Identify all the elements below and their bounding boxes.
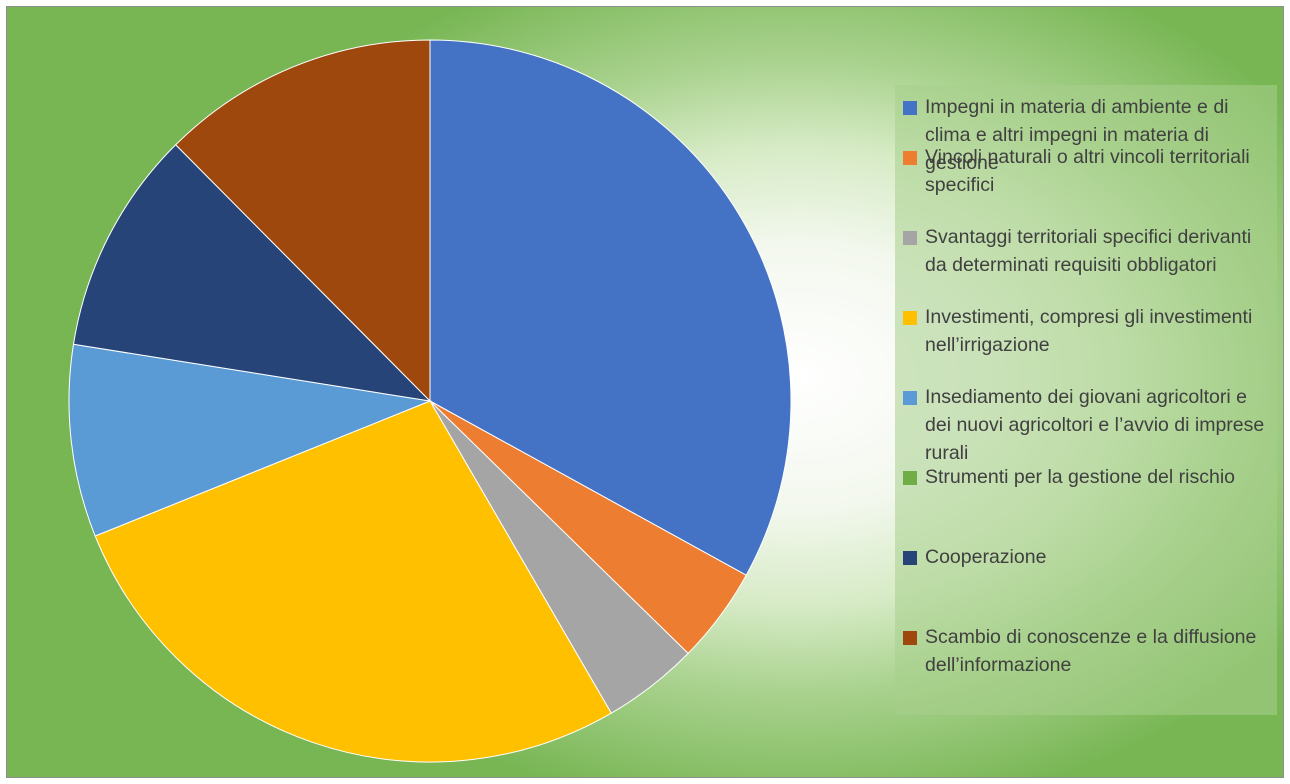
pie-chart	[68, 39, 792, 763]
legend-swatch	[903, 311, 917, 325]
pie-slice	[429, 39, 792, 576]
legend-item: Investimenti, compresi gli investimenti …	[903, 303, 1273, 359]
legend-item: Svantaggi territoriali specifici derivan…	[903, 223, 1273, 279]
legend-swatch	[903, 551, 917, 565]
legend-swatch	[903, 231, 917, 245]
pie-slice	[72, 144, 432, 402]
legend-label: Cooperazione	[925, 546, 1047, 568]
legend-item: Scambio di conoscenze e la diffusione de…	[903, 623, 1273, 679]
pie-slice	[94, 400, 612, 763]
legend-swatch	[903, 471, 917, 485]
legend-label: Strumenti per la gestione del rischio	[925, 466, 1235, 488]
legend-label: Vincoli naturali o altri vincoli territo…	[925, 146, 1250, 196]
legend-item: Impegni in materia di ambiente e di clim…	[903, 93, 1273, 177]
pie-slice	[68, 343, 432, 537]
legend-label: Investimenti, compresi gli investimenti …	[925, 306, 1253, 356]
legend-label: Svantaggi territoriali specifici derivan…	[925, 226, 1252, 276]
legend-label: Impegni in materia di ambiente e di clim…	[925, 96, 1229, 174]
legend-item: Vincoli naturali o altri vincoli territo…	[903, 143, 1273, 199]
legend-item: Insediamento dei giovani agricoltori e d…	[903, 383, 1273, 467]
legend-label: Insediamento dei giovani agricoltori e d…	[925, 386, 1265, 464]
legend-swatch	[903, 631, 917, 645]
legend-swatch	[903, 101, 917, 115]
legend-swatch	[903, 391, 917, 405]
pie-slice	[174, 39, 431, 403]
legend-label: Scambio di conoscenze e la diffusione de…	[925, 626, 1257, 676]
legend-item: Strumenti per la gestione del rischio	[903, 463, 1273, 491]
legend-swatch	[903, 151, 917, 165]
legend: Impegni in materia di ambiente e di clim…	[895, 85, 1277, 715]
legend-item: Cooperazione	[903, 543, 1273, 571]
chart-area: Impegni in materia di ambiente e di clim…	[6, 6, 1284, 778]
